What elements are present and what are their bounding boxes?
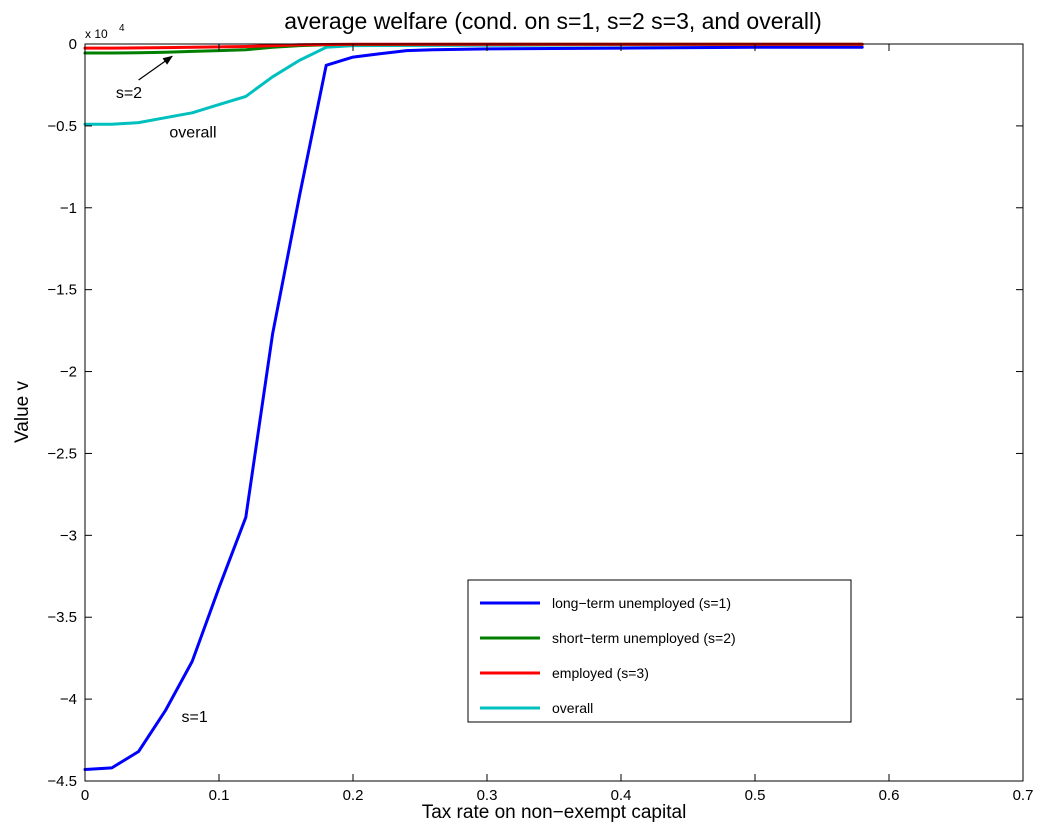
- series-line-0: [83, 45, 864, 771]
- x-tick-label: 0.6: [879, 787, 900, 804]
- x-tick-label: 0.5: [745, 787, 766, 804]
- x-tick-label: 0.4: [611, 787, 632, 804]
- y-tick-label: −3.5: [47, 609, 77, 626]
- annotation-layer: s=2 overall s=1: [116, 55, 217, 726]
- y-tick-label: −2.5: [47, 445, 77, 462]
- y-tick-label: −0.5: [47, 118, 77, 135]
- y-multiplier-exponent: 4: [119, 23, 125, 34]
- y-tick-label: −2: [60, 364, 77, 381]
- y-axis-label: Value v: [12, 381, 33, 443]
- ticks-layer: 0 0.1 0.2 0.3 0.4 0.5 0.6 0.7 0 −0.5 −1 −1.5 −2 −2.5 −…: [47, 36, 1033, 804]
- x-axis-label: Tax rate on non−exempt capital: [422, 802, 687, 823]
- legend-label: overall: [552, 700, 593, 716]
- y-tick-label: 0: [69, 36, 77, 53]
- y-axis-multiplier: x 10 4: [85, 23, 125, 41]
- x-tick-label: 0: [81, 787, 89, 804]
- annotation-label: s=2: [116, 85, 142, 102]
- series-layer: [83, 42, 864, 771]
- y-tick-label: −1: [60, 200, 77, 217]
- y-tick-label: −4.5: [47, 773, 77, 790]
- legend-entries: long−term unemployed (s=1) short−term une…: [480, 595, 736, 716]
- x-tick-label: 0.3: [477, 787, 498, 804]
- x-tick-label: 0.1: [209, 787, 230, 804]
- legend-label: employed (s=3): [552, 665, 649, 681]
- y-tick-label: −1.5: [47, 282, 77, 299]
- y-tick-label: −4: [60, 691, 77, 708]
- y-multiplier-base: x 10: [85, 27, 108, 41]
- annotation-arrow: [138, 55, 173, 81]
- legend-label: long−term unemployed (s=1): [552, 595, 731, 611]
- x-tick-label: 0.7: [1013, 787, 1034, 804]
- legend: long−term unemployed (s=1) short−term une…: [467, 579, 852, 723]
- plot-frame: [84, 43, 1024, 782]
- annotation-label: overall: [169, 124, 216, 141]
- annotation-label: s=1: [181, 709, 207, 726]
- chart-title: average welfare (cond. on s=1, s=2 s=3, …: [284, 8, 822, 34]
- x-tick-label: 0.2: [343, 787, 364, 804]
- legend-label: short−term unemployed (s=2): [552, 630, 736, 646]
- y-tick-label: −3: [60, 527, 77, 544]
